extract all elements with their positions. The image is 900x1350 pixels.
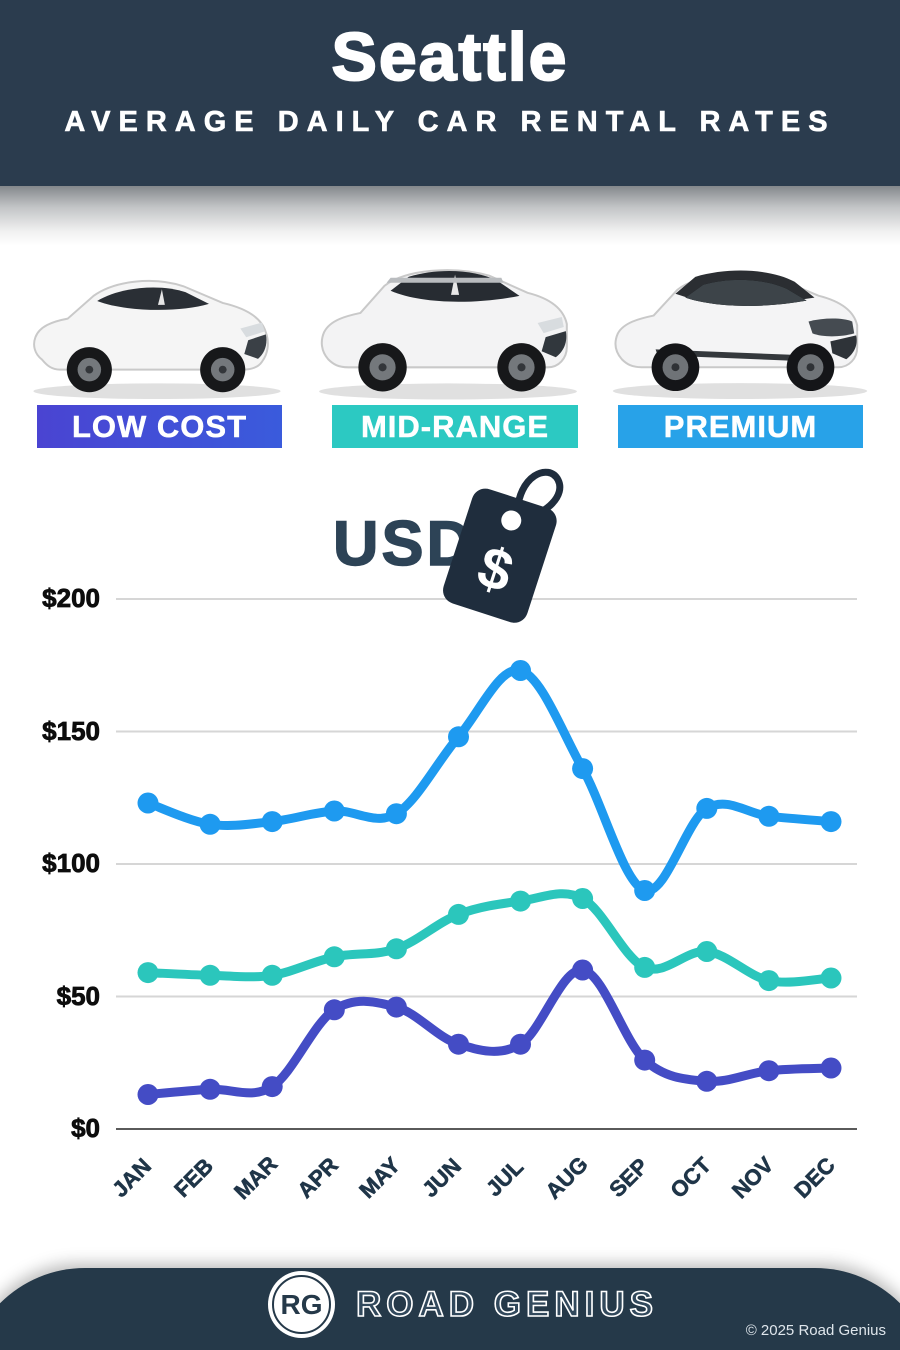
data-point — [199, 813, 221, 835]
logo-monogram: RG — [280, 1288, 323, 1320]
x-axis-month-label: NOV — [726, 1151, 779, 1204]
y-axis-tick-label: $50 — [56, 980, 100, 1011]
series-line-mid-range — [143, 889, 836, 987]
data-point — [572, 888, 594, 909]
page-subtitle: AVERAGE DAILY CAR RENTAL RATES — [64, 106, 836, 139]
tier-banner-premium: PREMIUM — [618, 405, 863, 448]
y-axis-tick-label: $100 — [42, 848, 101, 879]
data-point — [385, 938, 407, 960]
y-axis-tick-label: $0 — [71, 1113, 101, 1144]
data-point — [758, 1060, 780, 1082]
currency-label: USD — [332, 508, 476, 580]
x-axis-month-label: FEB — [169, 1153, 219, 1203]
data-point — [199, 1078, 221, 1100]
tier-banner-low-cost: LOW COST — [37, 405, 282, 448]
x-axis-month-label: OCT — [665, 1152, 716, 1203]
data-point — [572, 758, 594, 780]
data-point — [199, 964, 221, 986]
footer-background — [0, 1268, 900, 1350]
data-point — [323, 800, 345, 822]
data-point — [696, 1070, 718, 1092]
data-point — [510, 890, 531, 912]
low-cost-car-image — [33, 279, 281, 400]
data-point — [696, 941, 718, 962]
logo-ring — [272, 1275, 331, 1334]
copyright-text: © 2025 Road Genius — [745, 1322, 886, 1339]
page-title: Seattle — [331, 18, 569, 96]
data-point — [634, 956, 656, 978]
x-axis-month-label: APR — [292, 1152, 344, 1203]
x-axis-month-label: MAR — [229, 1151, 283, 1205]
brand-name: ROAD GENIUS — [355, 1284, 658, 1325]
y-axis-tick-label: $200 — [42, 583, 101, 614]
road-genius-logo: RG — [268, 1271, 335, 1338]
data-point — [634, 1049, 656, 1071]
data-point — [137, 962, 159, 984]
x-axis-month-label: JAN — [107, 1153, 157, 1203]
data-point — [385, 803, 407, 825]
x-axis-month-label: SEP — [603, 1153, 653, 1203]
mid-range-car-image — [319, 269, 577, 400]
x-axis-month-label: JUL — [480, 1154, 528, 1202]
header-shadow-gradient — [0, 186, 900, 246]
data-point — [820, 811, 842, 833]
x-axis-month-label: DEC — [789, 1152, 840, 1203]
data-point — [261, 964, 283, 986]
header: Seattle AVERAGE DAILY CAR RENTAL RATES — [0, 0, 900, 186]
data-point — [137, 1084, 159, 1105]
y-axis-tick-label: $150 — [42, 715, 101, 746]
tier-banner-mid-range: MID-RANGE — [332, 405, 578, 448]
data-point — [448, 903, 469, 925]
x-axis-month-label: MAY — [354, 1152, 406, 1204]
data-point — [137, 792, 159, 814]
data-point — [758, 805, 780, 827]
data-point — [448, 726, 469, 748]
premium-car-image — [612, 270, 868, 399]
data-point — [510, 1033, 531, 1055]
price-tag-icon: $ — [443, 468, 564, 623]
data-point — [385, 996, 407, 1018]
data-point — [448, 1033, 469, 1055]
data-point — [758, 970, 780, 992]
series-line-low cost — [143, 965, 836, 1099]
series-line-premium — [143, 665, 836, 896]
data-point — [261, 1076, 283, 1098]
data-point — [323, 999, 345, 1021]
data-point — [696, 797, 718, 819]
data-point — [820, 1057, 842, 1079]
x-axis-month-label: AUG — [540, 1151, 593, 1204]
x-axis-month-label: JUN — [417, 1153, 467, 1203]
data-point — [572, 959, 594, 981]
data-point — [261, 811, 283, 833]
data-point — [820, 967, 842, 989]
data-point — [634, 880, 656, 901]
data-point — [323, 946, 345, 968]
data-point — [510, 660, 531, 681]
